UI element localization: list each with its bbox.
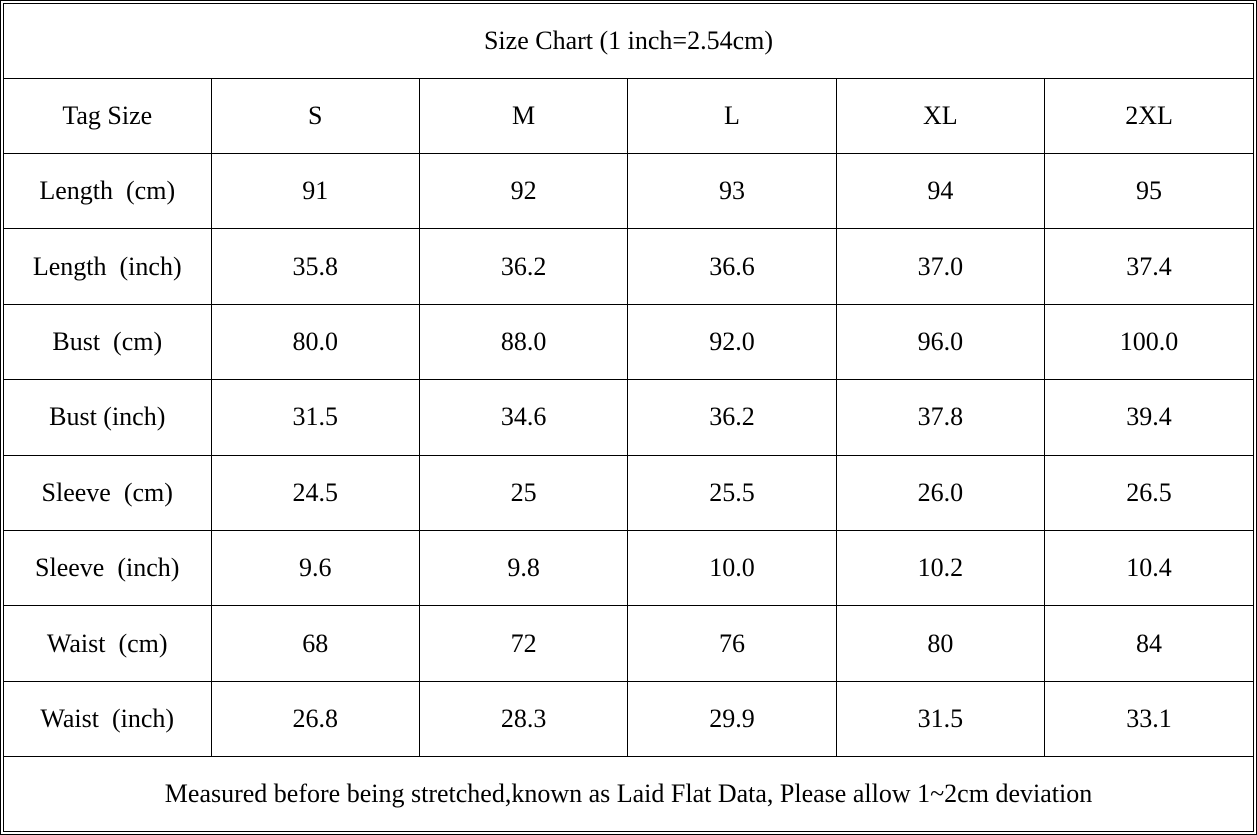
data-cell: 93 [627, 153, 837, 230]
header-cell: M [418, 77, 629, 155]
data-cell: 36.2 [418, 228, 629, 305]
row-label: Sleeve (cm) [4, 454, 212, 532]
data-cell: 31.5 [210, 379, 420, 456]
data-cell: 36.6 [627, 228, 837, 305]
data-cell: 26.5 [1044, 454, 1253, 532]
data-cell: 25 [418, 454, 629, 532]
data-cell: 26.8 [210, 680, 420, 758]
data-cell: 95 [1044, 153, 1253, 230]
row-label: Bust (inch) [4, 379, 212, 456]
row-label: Waist (cm) [4, 605, 212, 682]
data-cell: 100.0 [1044, 303, 1253, 381]
row-label: Waist (inch) [4, 680, 212, 758]
data-cell: 10.2 [835, 530, 1046, 607]
data-cell: 94 [835, 153, 1046, 230]
header-cell: S [210, 77, 420, 155]
data-cell: 92.0 [627, 303, 837, 381]
data-cell: 37.0 [835, 228, 1046, 305]
data-row: Bust (cm) 80.0 88.0 92.0 96.0 100.0 [4, 303, 1253, 381]
data-cell: 9.6 [210, 530, 420, 607]
data-row: Length (cm) 91 92 93 94 95 [4, 153, 1253, 230]
data-cell: 25.5 [627, 454, 837, 532]
header-cell: Tag Size [4, 77, 212, 155]
footer-row: Measured before being stretched,known as… [4, 756, 1253, 831]
data-cell: 72 [418, 605, 629, 682]
data-cell: 33.1 [1044, 680, 1253, 758]
data-row: Sleeve (cm) 24.5 25 25.5 26.0 26.5 [4, 454, 1253, 532]
row-label: Bust (cm) [4, 303, 212, 381]
size-table: Size Chart (1 inch=2.54cm) Tag Size S M L XL 2… [4, 4, 1253, 831]
data-cell: 10.0 [627, 530, 837, 607]
row-label: Length (cm) [4, 153, 212, 230]
header-cell: 2XL [1044, 77, 1253, 155]
data-cell: 24.5 [210, 454, 420, 532]
data-row: Waist (inch) 26.8 28.3 29.9 31.5 33.1 [4, 680, 1253, 758]
data-cell: 34.6 [418, 379, 629, 456]
data-cell: 37.4 [1044, 228, 1253, 305]
data-cell: 31.5 [835, 680, 1046, 758]
title-row: Size Chart (1 inch=2.54cm) [4, 4, 1253, 79]
data-cell: 26.0 [835, 454, 1046, 532]
data-cell: 96.0 [835, 303, 1046, 381]
data-cell: 39.4 [1044, 379, 1253, 456]
data-cell: 10.4 [1044, 530, 1253, 607]
data-cell: 68 [210, 605, 420, 682]
data-cell: 35.8 [210, 228, 420, 305]
data-cell: 80.0 [210, 303, 420, 381]
data-row: Sleeve (inch) 9.6 9.8 10.0 10.2 10.4 [4, 530, 1253, 607]
data-row: Bust (inch) 31.5 34.6 36.2 37.8 39.4 [4, 379, 1253, 456]
data-cell: 36.2 [627, 379, 837, 456]
data-cell: 80 [835, 605, 1046, 682]
row-label: Length (inch) [4, 228, 212, 305]
table-footer: Measured before being stretched,known as… [4, 756, 1253, 831]
row-label: Sleeve (inch) [4, 530, 212, 607]
table-title: Size Chart (1 inch=2.54cm) [4, 4, 1253, 79]
data-row: Waist (cm) 68 72 76 80 84 [4, 605, 1253, 682]
data-cell: 29.9 [627, 680, 837, 758]
data-cell: 76 [627, 605, 837, 682]
data-cell: 88.0 [418, 303, 629, 381]
data-cell: 9.8 [418, 530, 629, 607]
data-cell: 91 [210, 153, 420, 230]
header-cell: XL [835, 77, 1046, 155]
header-cell: L [627, 77, 837, 155]
data-cell: 84 [1044, 605, 1253, 682]
data-cell: 92 [418, 153, 629, 230]
data-row: Length (inch) 35.8 36.2 36.6 37.0 37.4 [4, 228, 1253, 305]
header-row: Tag Size S M L XL 2XL [4, 77, 1253, 155]
data-cell: 28.3 [418, 680, 629, 758]
data-cell: 37.8 [835, 379, 1046, 456]
